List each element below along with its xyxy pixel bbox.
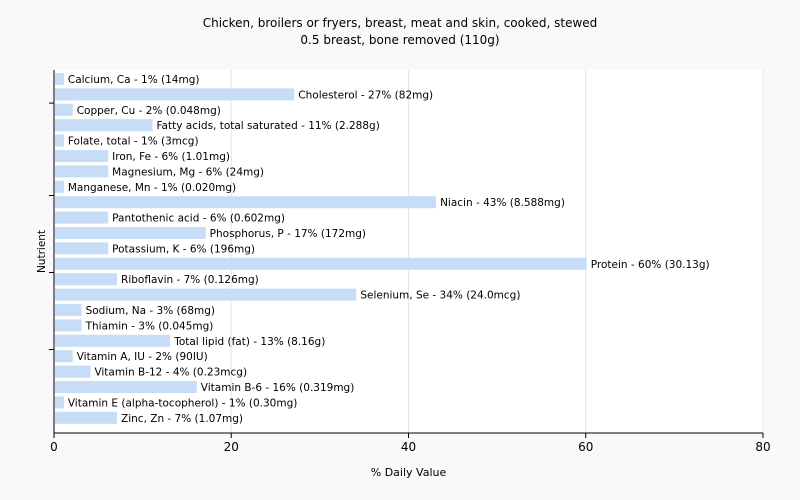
grid-layer bbox=[54, 70, 764, 433]
x-tick-label: 40 bbox=[401, 440, 416, 454]
bar bbox=[55, 319, 82, 332]
bar-label: Thiamin - 3% (0.045mg) bbox=[85, 320, 214, 332]
bar-label: Potassium, K - 6% (196mg) bbox=[112, 243, 255, 255]
x-tick-label: 20 bbox=[224, 440, 239, 454]
bar-label: Calcium, Ca - 1% (14mg) bbox=[68, 74, 200, 86]
bar bbox=[55, 165, 109, 178]
bar bbox=[55, 150, 109, 162]
x-tick-label: 60 bbox=[578, 440, 593, 454]
bar-label: Selenium, Se - 34% (24.0mcg) bbox=[360, 290, 520, 302]
x-tick-label: 0 bbox=[50, 440, 58, 454]
bar bbox=[55, 103, 73, 116]
bar-label: Vitamin B-6 - 16% (0.319mg) bbox=[201, 382, 355, 394]
bar-label: Riboflavin - 7% (0.126mg) bbox=[121, 274, 259, 286]
bar bbox=[55, 196, 437, 209]
bar-label: Total lipid (fat) - 13% (8.16g) bbox=[173, 336, 325, 348]
bar bbox=[55, 180, 64, 193]
bar bbox=[55, 211, 109, 224]
bar-label: Vitamin B-12 - 4% (0.23mcg) bbox=[94, 367, 247, 379]
axis-layer: 0 20 40 60 80 bbox=[49, 70, 771, 454]
chart-title: Chicken, broilers or fryers, breast, mea… bbox=[202, 16, 598, 30]
bar bbox=[55, 381, 197, 393]
bar bbox=[55, 365, 91, 378]
bar bbox=[55, 334, 171, 347]
bar bbox=[55, 304, 82, 316]
bar bbox=[55, 411, 118, 424]
bar-label: Cholesterol - 27% (82mg) bbox=[298, 89, 433, 101]
bar-label: Magnesium, Mg - 6% (24mg) bbox=[112, 166, 264, 178]
bar-label: Zinc, Zn - 7% (1.07mg) bbox=[121, 413, 243, 425]
bar bbox=[55, 119, 153, 132]
bar bbox=[55, 350, 73, 363]
bar-label: Vitamin E (alpha-tocopherol) - 1% (0.30m… bbox=[68, 397, 297, 409]
bar bbox=[55, 273, 118, 286]
bar-label: Niacin - 43% (8.588mg) bbox=[440, 197, 565, 209]
bar bbox=[55, 288, 357, 301]
bar-label: Manganese, Mn - 1% (0.020mg) bbox=[68, 182, 236, 194]
bar-label: Fatty acids, total saturated - 11% (2.28… bbox=[156, 120, 379, 132]
label-layer: Calcium, Ca - 1% (14mg) Cholesterol - 27%… bbox=[68, 74, 710, 425]
bar-label: Vitamin A, IU - 2% (90IU) bbox=[77, 351, 208, 363]
bar-label: Copper, Cu - 2% (0.048mg) bbox=[77, 105, 221, 117]
bar-layer bbox=[55, 73, 587, 424]
bar-label: Phosphorus, P - 17% (172mg) bbox=[210, 228, 366, 240]
bar-label: Iron, Fe - 6% (1.01mg) bbox=[112, 151, 230, 163]
x-axis-title: % Daily Value bbox=[371, 466, 447, 479]
bar-label: Pantothenic acid - 6% (0.602mg) bbox=[112, 213, 285, 225]
x-tick-label: 80 bbox=[755, 440, 770, 454]
chart-subtitle: 0.5 breast, bone removed (110g) bbox=[300, 33, 500, 47]
bar bbox=[55, 73, 64, 85]
bar bbox=[55, 257, 587, 270]
bar bbox=[55, 88, 295, 101]
bar-label: Protein - 60% (30.13g) bbox=[591, 259, 710, 271]
bar bbox=[55, 396, 64, 409]
y-axis-title: Nutrient bbox=[36, 230, 48, 273]
bar bbox=[55, 227, 206, 239]
bar-label: Sodium, Na - 3% (68mg) bbox=[86, 305, 215, 317]
bar-label: Folate, total - 1% (3mcg) bbox=[68, 136, 199, 148]
bar bbox=[55, 134, 64, 147]
bar bbox=[55, 242, 109, 255]
